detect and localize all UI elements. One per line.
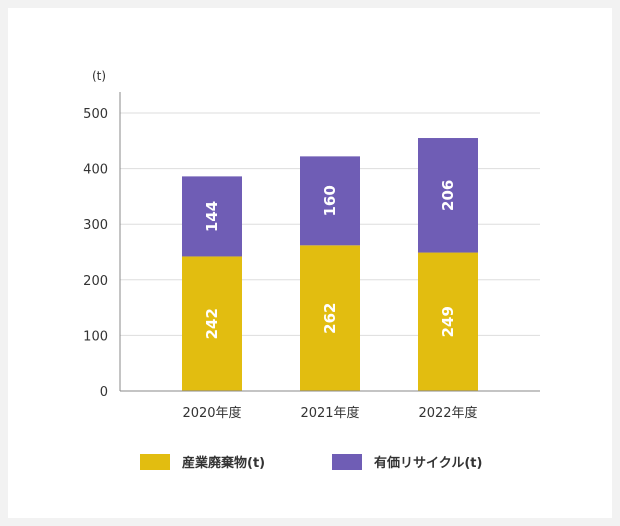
y-tick-label: 200 xyxy=(83,274,108,289)
bar-segment xyxy=(182,176,242,257)
y-tick-label: 300 xyxy=(83,218,108,233)
bar-segment xyxy=(300,156,360,246)
y-tick-label: 500 xyxy=(83,107,108,122)
y-tick-label: 400 xyxy=(83,163,108,178)
bar-segment xyxy=(418,252,478,391)
bar-segment xyxy=(300,245,360,391)
bar-segment xyxy=(182,256,242,391)
bar-value-label: 206 xyxy=(439,180,457,211)
y-axis-unit-label: (t) xyxy=(92,69,106,83)
legend-item-valuable-recycling: 有価リサイクル(t) xyxy=(332,452,482,471)
bar-value-label: 249 xyxy=(439,306,457,337)
legend-item-industrial-waste: 産業廃棄物(t) xyxy=(140,452,265,471)
y-tick-label: 100 xyxy=(83,329,108,344)
y-tick-label: 0 xyxy=(100,385,108,400)
legend-swatch-industrial-waste xyxy=(140,453,170,470)
legend-label-valuable-recycling: 有価リサイクル(t) xyxy=(374,456,483,471)
y-axis-ticks: 0 100 200 300 400 500 xyxy=(83,107,108,400)
bar-value-label: 144 xyxy=(203,201,221,232)
bars: 242 144 262 160 249 206 xyxy=(182,138,478,391)
x-axis-categories: 2020年度 2021年度 2022年度 xyxy=(182,405,477,421)
legend-label-industrial-waste: 産業廃棄物(t) xyxy=(182,456,266,471)
legend: 産業廃棄物(t) 有価リサイクル(t) xyxy=(0,452,620,476)
bar-value-label: 242 xyxy=(203,308,221,339)
bar-segment xyxy=(418,138,478,253)
bar-value-label: 160 xyxy=(321,185,339,216)
bar-value-label: 262 xyxy=(321,303,339,334)
x-category-label: 2022年度 xyxy=(418,405,477,421)
x-category-label: 2021年度 xyxy=(300,405,359,421)
legend-swatch-valuable-recycling xyxy=(332,453,362,470)
x-category-label: 2020年度 xyxy=(182,405,241,421)
